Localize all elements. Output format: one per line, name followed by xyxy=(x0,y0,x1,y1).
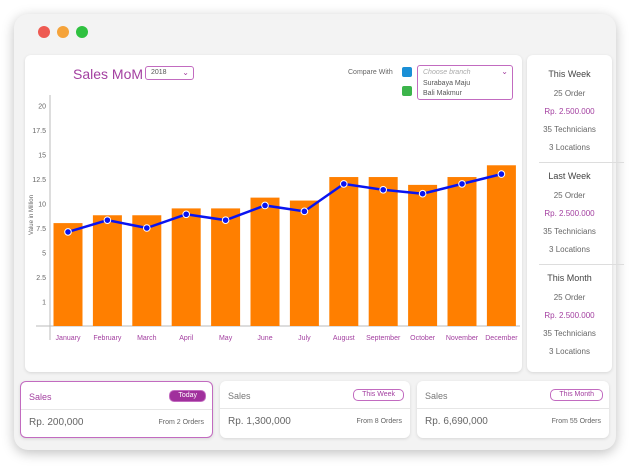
side-locations: 3 Locations xyxy=(549,143,590,152)
side-technicians: 35 Technicians xyxy=(543,125,596,134)
divider xyxy=(539,162,624,163)
y-tick-label: 5 xyxy=(42,251,46,258)
bar xyxy=(368,177,398,326)
side-amount: Rp. 2.500.000 xyxy=(544,311,595,320)
bar xyxy=(329,177,359,326)
y-tick-label: 17.5 xyxy=(32,128,46,135)
bar xyxy=(408,184,438,326)
compare-label: Compare With xyxy=(348,69,393,76)
branch-color-swatch xyxy=(402,67,412,77)
trend-point xyxy=(261,201,269,210)
branch-select[interactable]: Choose branch ⌄ Surabaya Maju Bali Makmu… xyxy=(417,65,513,100)
summary-label: Sales xyxy=(228,391,251,401)
side-title: This Week xyxy=(548,69,591,79)
bar xyxy=(211,208,241,326)
branch-option[interactable]: Bali Makmur xyxy=(423,90,462,97)
year-select[interactable]: 2018 ⌄ xyxy=(145,66,194,80)
x-tick-label: May xyxy=(219,335,233,342)
chevron-down-icon: ⌄ xyxy=(501,67,508,76)
bar xyxy=(250,197,280,326)
period-badge[interactable]: This Month xyxy=(550,389,603,401)
x-tick-label: August xyxy=(333,335,355,342)
bar xyxy=(53,223,83,326)
sales-summary-card[interactable]: Sales Today Rp. 200,000 From 2 Orders xyxy=(20,381,213,438)
year-value: 2018 xyxy=(151,69,167,76)
y-axis-label: Value in Million xyxy=(29,195,35,235)
x-tick-label: November xyxy=(446,335,479,342)
x-tick-label: February xyxy=(93,335,122,342)
trend-point xyxy=(458,180,466,188)
trend-point xyxy=(497,170,506,178)
chevron-down-icon: ⌄ xyxy=(182,68,189,77)
summary-orders: From 55 Orders xyxy=(551,418,601,425)
y-tick-label: 20 xyxy=(38,104,46,111)
summary-orders: From 8 Orders xyxy=(356,418,402,425)
summary-value: Rp. 200,000 xyxy=(29,417,84,428)
minimize-window-button[interactable] xyxy=(57,26,69,38)
y-tick-label: 1 xyxy=(42,300,46,307)
maximize-window-button[interactable] xyxy=(76,26,88,38)
side-stats-card: This Week 25 Order Rp. 2.500.000 35 Technic… xyxy=(527,55,624,372)
x-tick-label: December xyxy=(485,335,518,342)
trend-point xyxy=(221,216,230,224)
bar xyxy=(447,177,477,326)
summary-label: Sales xyxy=(29,392,52,402)
x-tick-label: September xyxy=(366,335,401,342)
side-orders: 25 Order xyxy=(553,191,586,200)
x-tick-label: January xyxy=(56,335,81,342)
trend-point xyxy=(182,210,190,219)
branch-color-swatch xyxy=(402,86,412,96)
close-window-button[interactable] xyxy=(38,26,50,38)
trend-point xyxy=(143,224,151,232)
trend-point xyxy=(300,207,309,216)
trend-point xyxy=(64,228,72,236)
divider xyxy=(220,408,410,409)
bar xyxy=(486,165,516,326)
trend-line xyxy=(67,172,502,234)
summary-value: Rp. 1,300,000 xyxy=(228,416,291,427)
y-tick-label: 7.5 xyxy=(36,226,46,233)
sales-summary-card[interactable]: Sales This Month Rp. 6,690,000 From 55 O… xyxy=(417,381,609,438)
summary-label: Sales xyxy=(425,391,448,401)
period-badge[interactable]: This Week xyxy=(353,389,404,401)
trend-point xyxy=(340,180,348,188)
side-locations: 3 Locations xyxy=(549,245,590,254)
side-technicians: 35 Technicians xyxy=(543,227,596,236)
bar xyxy=(132,215,162,326)
divider xyxy=(21,409,212,410)
period-badge[interactable]: Today xyxy=(169,390,206,402)
divider xyxy=(417,408,609,409)
trend-point xyxy=(379,185,388,194)
y-tick-label: 2.5 xyxy=(36,275,46,282)
side-technicians: 35 Technicians xyxy=(543,329,596,338)
trend-point xyxy=(418,189,427,198)
x-tick-label: April xyxy=(179,335,193,342)
side-locations: 3 Locations xyxy=(549,347,590,356)
y-tick-label: 10 xyxy=(38,202,46,209)
branch-option[interactable]: Surabaya Maju xyxy=(423,80,471,87)
x-tick-label: July xyxy=(298,335,311,342)
summary-value: Rp. 6,690,000 xyxy=(425,416,488,427)
side-orders: 25 Order xyxy=(553,293,586,302)
y-tick-label: 12.5 xyxy=(32,177,46,184)
page-title: Sales MoM xyxy=(73,66,144,82)
bar xyxy=(171,208,201,326)
branch-placeholder: Choose branch xyxy=(423,69,471,76)
summary-orders: From 2 Orders xyxy=(158,419,204,426)
x-tick-label: June xyxy=(257,335,272,342)
side-title: Last Week xyxy=(548,171,591,181)
side-title: This Month xyxy=(547,273,592,283)
x-tick-label: March xyxy=(137,335,157,342)
trend-point xyxy=(103,216,112,224)
side-amount: Rp. 2.500.000 xyxy=(544,209,595,218)
sales-summary-card[interactable]: Sales This Week Rp. 1,300,000 From 8 Ord… xyxy=(220,381,410,438)
side-orders: 25 Order xyxy=(553,89,586,98)
bar xyxy=(289,200,319,326)
y-tick-label: 15 xyxy=(38,153,46,160)
side-amount: Rp. 2.500.000 xyxy=(544,107,595,116)
bar xyxy=(92,215,122,326)
x-tick-label: October xyxy=(410,335,436,342)
divider xyxy=(539,264,624,265)
